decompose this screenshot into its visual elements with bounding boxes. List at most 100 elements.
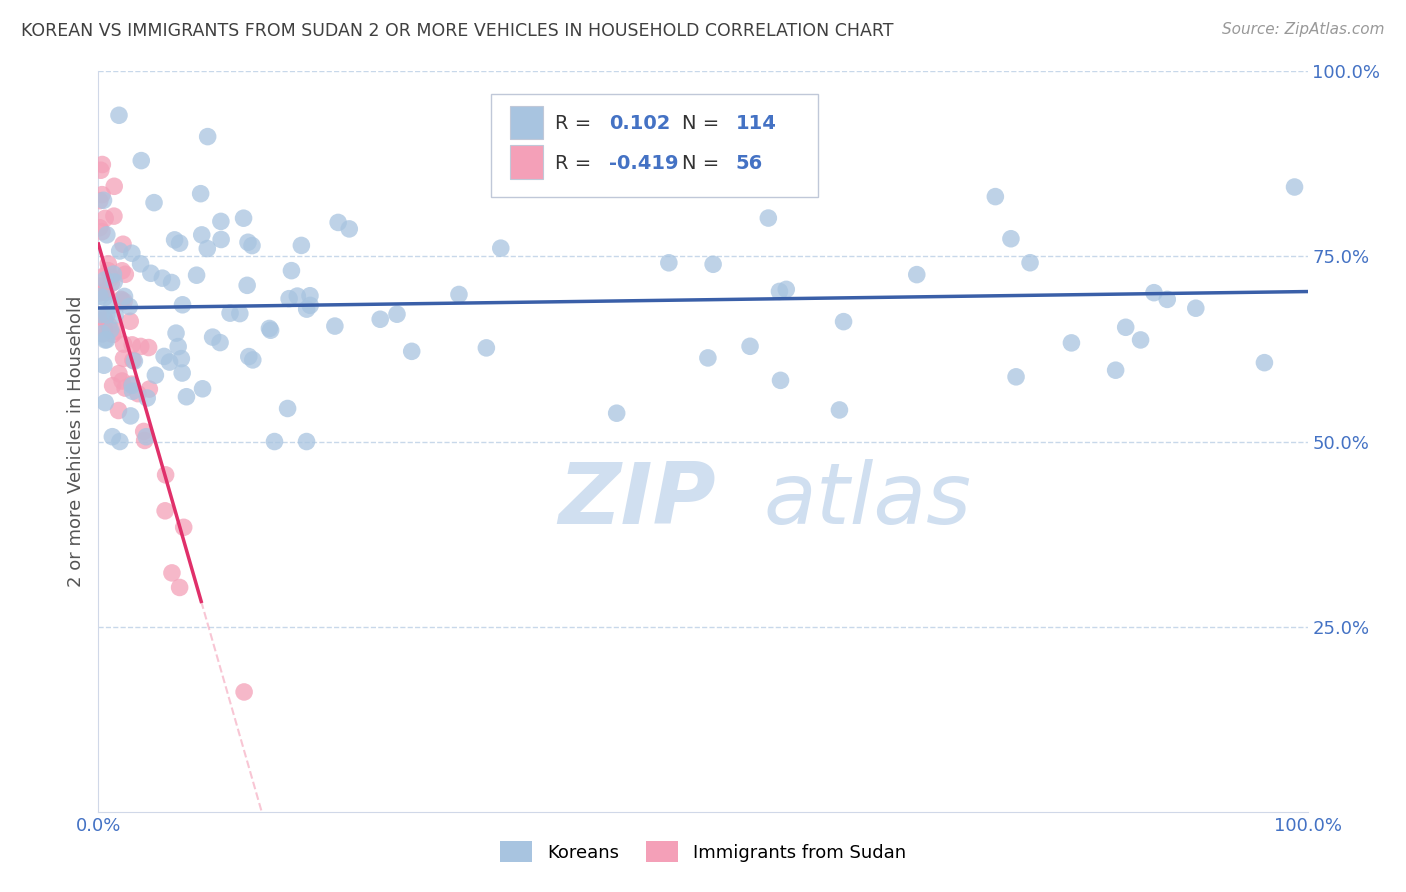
Point	[201, 330, 224, 344]
Point	[159, 355, 181, 369]
Point	[323, 319, 346, 334]
Point	[134, 434, 156, 448]
Point	[89, 289, 111, 303]
Point	[94, 333, 117, 347]
Point	[1129, 333, 1152, 347]
Point	[91, 326, 114, 341]
Point	[103, 209, 125, 223]
Point	[111, 374, 134, 388]
Point	[121, 378, 143, 392]
Point	[1143, 285, 1166, 300]
Point	[290, 238, 312, 252]
FancyBboxPatch shape	[492, 94, 818, 197]
Point	[108, 108, 131, 122]
Point	[259, 321, 281, 335]
Point	[606, 406, 628, 420]
Point	[195, 242, 218, 256]
Point	[828, 403, 851, 417]
Point	[103, 179, 125, 194]
Point	[93, 194, 115, 208]
Point	[295, 434, 318, 449]
Point	[172, 366, 194, 380]
Legend: Koreans, Immigrants from Sudan: Koreans, Immigrants from Sudan	[492, 834, 914, 870]
Point	[121, 246, 143, 260]
Point	[118, 300, 141, 314]
Point	[153, 504, 176, 518]
Point	[745, 176, 768, 190]
Text: R =: R =	[555, 113, 598, 133]
Point	[89, 194, 111, 208]
Point	[110, 293, 132, 307]
Point	[101, 430, 124, 444]
Point	[368, 312, 391, 326]
Bar	[509, 145, 543, 178]
Point	[96, 285, 118, 300]
Point	[209, 335, 232, 350]
Point	[135, 430, 157, 444]
Point	[232, 211, 254, 226]
Point	[104, 308, 127, 322]
Point	[91, 157, 114, 171]
Point	[209, 232, 232, 246]
Point	[103, 267, 125, 281]
Point	[1005, 369, 1028, 384]
Point	[138, 341, 160, 355]
Point	[1156, 293, 1178, 307]
Point	[905, 268, 928, 282]
Point	[96, 308, 118, 322]
Point	[219, 306, 242, 320]
Point	[101, 298, 124, 312]
Text: KOREAN VS IMMIGRANTS FROM SUDAN 2 OR MORE VEHICLES IN HOUSEHOLD CORRELATION CHAR: KOREAN VS IMMIGRANTS FROM SUDAN 2 OR MOR…	[21, 22, 894, 40]
Point	[280, 263, 302, 277]
Point	[94, 395, 117, 409]
Point	[101, 378, 124, 392]
Text: R =: R =	[555, 154, 598, 173]
Point	[103, 275, 125, 289]
Y-axis label: 2 or more Vehicles in Household: 2 or more Vehicles in Household	[66, 296, 84, 587]
Point	[112, 337, 135, 351]
Text: atlas: atlas	[763, 459, 972, 542]
Point	[121, 338, 143, 352]
Point	[114, 289, 136, 303]
Point	[96, 227, 118, 242]
Point	[447, 287, 470, 301]
Point	[337, 222, 360, 236]
Point	[1060, 335, 1083, 350]
Point	[121, 377, 143, 392]
Point	[1253, 356, 1275, 370]
Point	[242, 352, 264, 367]
Point	[233, 685, 256, 699]
Point	[91, 225, 114, 239]
Point	[702, 257, 724, 271]
Point	[1284, 180, 1306, 194]
Point	[209, 214, 232, 228]
Point	[298, 289, 321, 303]
Point	[94, 283, 117, 297]
Point	[114, 381, 136, 395]
Point	[89, 285, 111, 300]
Point	[259, 323, 281, 337]
Point	[132, 425, 155, 439]
Point	[112, 237, 135, 252]
Point	[1000, 232, 1022, 246]
Point	[100, 271, 122, 285]
Text: 56: 56	[735, 154, 763, 173]
Point	[1185, 301, 1208, 316]
Point	[775, 282, 797, 296]
Point	[299, 298, 322, 312]
Point	[94, 312, 117, 326]
Point	[169, 581, 191, 595]
Point	[190, 227, 212, 242]
Point	[155, 467, 177, 482]
Point	[93, 358, 115, 372]
Point	[91, 269, 114, 284]
Text: N =: N =	[682, 113, 725, 133]
Point	[738, 339, 761, 353]
Point	[120, 314, 142, 328]
Point	[108, 434, 131, 449]
Point	[90, 308, 112, 322]
Point	[122, 353, 145, 368]
Point	[197, 129, 219, 144]
Point	[160, 276, 183, 290]
Point	[97, 257, 120, 271]
